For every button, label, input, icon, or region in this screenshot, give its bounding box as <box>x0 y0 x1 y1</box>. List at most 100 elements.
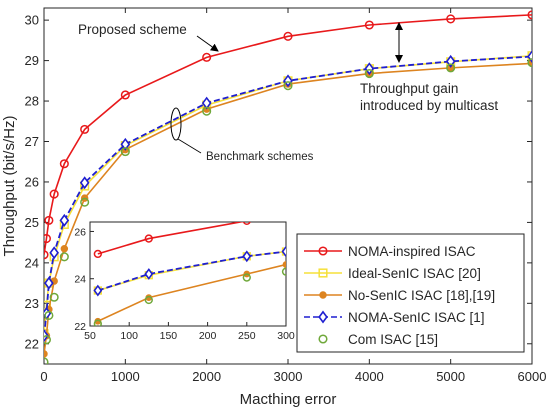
inset-y-tick-label: 26 <box>74 226 86 238</box>
inset-x-tick-label: 50 <box>84 330 96 342</box>
legend-marker <box>318 268 328 278</box>
data-point-noma-inspired-isac <box>59 159 69 169</box>
data-point-com-isac-15 <box>44 357 49 364</box>
x-tick-label: 3000 <box>274 369 303 384</box>
data-point-com-isac-15 <box>59 252 69 262</box>
data-point-com-isac-15 <box>202 106 212 116</box>
legend-marker <box>318 246 328 256</box>
x-tick-label: 5000 <box>436 369 465 384</box>
data-point-noma-senic-isac-1 <box>364 62 375 76</box>
x-tick-label: 6000 <box>518 369 546 384</box>
main-series-group <box>44 10 532 364</box>
data-point-noma-inspired-isac <box>44 250 49 260</box>
y-tick-label: 30 <box>25 13 39 28</box>
legend-box <box>296 233 525 353</box>
data-point-no-senic-isac-18-19 <box>282 261 286 268</box>
data-point-com-isac-15 <box>120 147 130 157</box>
data-point-com-isac-15 <box>446 63 456 73</box>
data-point-noma-inspired-isac <box>44 215 54 225</box>
legend-marker <box>318 334 328 344</box>
data-point-noma-inspired-isac <box>120 90 130 100</box>
benchmark-ellipse <box>170 107 182 141</box>
data-point-noma-senic-isac-1 <box>281 245 286 258</box>
data-point-com-isac-15 <box>93 319 102 326</box>
data-point-com-isac-15 <box>80 197 90 207</box>
series-com-isac-15 <box>93 267 286 326</box>
x-axis-title: Macthing error <box>240 391 337 408</box>
data-point-noma-senic-isac-1 <box>144 268 154 280</box>
inset-x-tick-label: 100 <box>120 330 138 342</box>
series-line-noma-senic-isac-1 <box>97 250 286 292</box>
annotation-gain-line1: Throughput gain <box>360 81 458 96</box>
data-point-com-isac-15 <box>283 81 293 91</box>
data-point-com-isac-15 <box>44 310 54 321</box>
data-point-noma-inspired-isac <box>202 52 212 62</box>
legend-label: No-SenIC ISAC [18],[19] <box>348 288 495 303</box>
x-tick-label: 0 <box>40 369 47 384</box>
legend-label: Ideal-SenIC ISAC [20] <box>348 266 481 281</box>
y-tick-label: 26 <box>25 174 39 189</box>
data-point-com-isac-15 <box>242 273 251 282</box>
inset-axes-ticks: 50 100 150 200 250 300 22 24 26 <box>74 226 295 342</box>
series-noma-inspired-isac <box>93 222 251 259</box>
legend-item-noma-senic-isac-1: NOMA-SenIC ISAC [1] <box>304 310 485 325</box>
data-point-noma-senic-isac-1 <box>59 213 70 227</box>
y-tick-label: 28 <box>25 94 39 109</box>
data-point-noma-senic-isac-1 <box>93 284 103 297</box>
annotation-proposed-scheme: Proposed scheme <box>78 22 187 37</box>
series-line-no-senic-isac-18-19 <box>97 263 286 322</box>
series-noma-senic-isac-1 <box>44 50 532 343</box>
series-com-isac-15 <box>44 58 532 364</box>
data-point-com-isac-15 <box>364 68 374 79</box>
data-point-no-senic-isac-18-19 <box>44 350 48 358</box>
inset-x-tick-label: 150 <box>160 330 178 342</box>
data-point-noma-senic-isac-1 <box>79 176 90 190</box>
series-noma-inspired-isac <box>44 10 532 260</box>
inset-y-tick-label: 24 <box>74 274 86 286</box>
data-point-noma-inspired-isac <box>44 234 51 244</box>
legend-marker <box>318 310 328 324</box>
legend-item-no-senic-isac-18-19: No-SenIC ISAC [18],[19] <box>304 288 495 303</box>
y-axis-title: Throughput (bit/s/Hz) <box>1 116 18 257</box>
data-point-com-isac-15 <box>281 267 286 276</box>
legend-item-noma-inspired-isac: NOMA-inspired ISAC <box>304 244 476 259</box>
data-point-noma-senic-isac-1 <box>283 74 293 88</box>
benchmark-connector <box>177 138 202 154</box>
inset-x-tick-label: 300 <box>277 330 295 342</box>
annotation-gain-line2: introduced by multicast <box>360 98 498 113</box>
data-point-com-isac-15 <box>49 292 59 302</box>
series-noma-senic-isac-1 <box>93 245 286 297</box>
main-axes-ticks: 0 1000 2000 3000 4000 5000 6000 22 23 24 25 26 27 28 2… <box>25 8 546 384</box>
annotation-proposed-arrow <box>196 35 219 52</box>
data-point-noma-inspired-isac <box>364 20 374 30</box>
data-point-noma-inspired-isac <box>80 124 90 134</box>
data-point-noma-inspired-isac <box>93 249 102 259</box>
data-point-noma-inspired-isac <box>283 31 293 41</box>
series-line-noma-inspired-isac <box>97 222 245 255</box>
data-point-noma-inspired-isac <box>49 189 59 199</box>
data-point-noma-senic-isac-1 <box>49 246 59 260</box>
y-tick-label: 25 <box>25 215 39 230</box>
y-tick-label: 23 <box>25 296 39 311</box>
data-point-com-isac-15 <box>527 58 532 68</box>
x-tick-label: 1000 <box>111 369 140 384</box>
x-tick-label: 2000 <box>192 369 221 384</box>
data-point-noma-inspired-isac <box>242 222 251 225</box>
data-point-noma-inspired-isac <box>446 14 456 24</box>
y-tick-label: 27 <box>25 134 39 149</box>
inset-x-tick-label: 200 <box>199 330 217 342</box>
x-tick-label: 4000 <box>355 369 384 384</box>
annotation-benchmark: Benchmark schemes <box>206 151 314 163</box>
data-point-com-isac-15 <box>44 335 51 345</box>
y-tick-label: 29 <box>25 53 39 68</box>
legend-label: Com ISAC [15] <box>348 332 438 347</box>
data-point-noma-senic-isac-1 <box>201 96 212 110</box>
inset-frame <box>89 221 287 327</box>
inset-x-tick-label: 250 <box>238 330 256 342</box>
legend-item-com-isac-15: Com ISAC [15] <box>318 332 438 347</box>
y-tick-label: 24 <box>25 255 39 270</box>
data-point-no-senic-isac-18-19 <box>60 244 69 253</box>
legend-item-ideal-senic-isac-20: Ideal-SenIC ISAC [20] <box>304 266 481 281</box>
legend-label: NOMA-SenIC ISAC [1] <box>348 310 485 325</box>
